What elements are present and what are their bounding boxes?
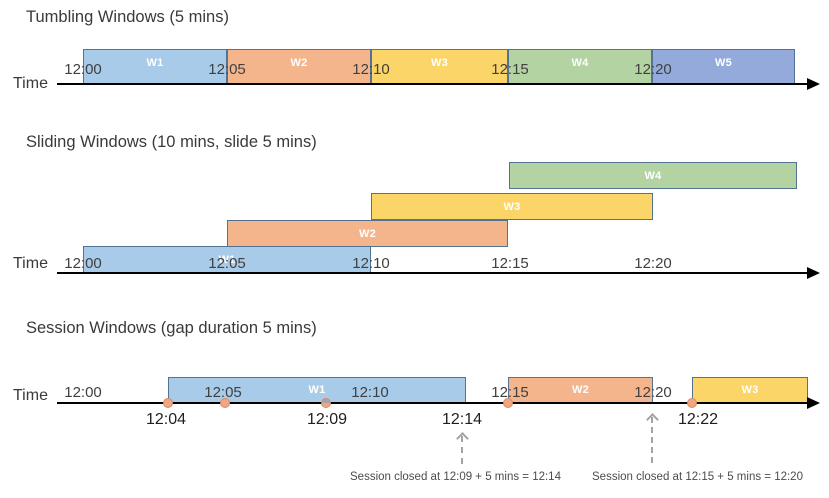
window-w5-tumbling: W5 <box>652 49 795 84</box>
window-w4-tumbling: W4 <box>508 49 652 84</box>
section-title-session: Session Windows (gap duration 5 mins) <box>26 319 317 337</box>
window-w1-session: W1 <box>168 377 466 403</box>
window-w1-tumbling: W1 <box>83 49 227 84</box>
axis-tick-label: 12:05 <box>208 61 246 78</box>
section-title-sliding: Sliding Windows (10 mins, slide 5 mins) <box>26 133 317 151</box>
window-label: W2 <box>358 227 377 240</box>
window-w4-sliding: W4 <box>509 162 797 189</box>
dashed-up-arrow-icon <box>456 432 469 464</box>
window-label: W1 <box>218 253 236 266</box>
event-time-label: 12:04 <box>145 411 187 428</box>
event-time-label: 12:22 <box>677 411 719 428</box>
window-w2-sliding: W2 <box>227 220 508 247</box>
window-label: W1 <box>308 384 326 396</box>
event-time-label: 12:09 <box>306 411 348 428</box>
axis-tick-label: 12:00 <box>64 61 102 78</box>
axis-tick-label: 12:10 <box>352 255 390 272</box>
window-w2-tumbling: W2 <box>227 49 371 84</box>
section-title-tumbling: Tumbling Windows (5 mins) <box>26 8 229 26</box>
axis-tick-label: 12:10 <box>351 384 389 401</box>
chevron-up-icon <box>646 413 659 426</box>
axis-tick-label: 12:15 <box>491 61 529 78</box>
axis-tick-label: 12:20 <box>634 384 672 401</box>
arrow-right-icon <box>807 267 820 279</box>
time-axis-label-tumbling: Time <box>13 75 48 92</box>
window-w3-session: W3 <box>692 377 808 403</box>
event-dot <box>503 398 513 408</box>
time-axis-label-session: Time <box>13 387 48 404</box>
arrow-right-icon <box>807 78 820 90</box>
axis-tick-label: 12:20 <box>634 61 672 78</box>
time-axis-sliding <box>57 267 820 279</box>
window-w3-tumbling: W3 <box>371 49 508 84</box>
axis-tick-label: 12:00 <box>64 384 102 401</box>
window-label: W3 <box>503 200 521 213</box>
window-label: W1 <box>146 57 164 69</box>
window-label: W2 <box>571 384 590 396</box>
event-dot <box>220 398 230 408</box>
axis-tick-label: 12:05 <box>204 384 242 401</box>
window-w1-sliding: W1 <box>83 246 371 273</box>
session-closed-annotation: Session closed at 12:09 + 5 mins = 12:14 <box>350 471 561 483</box>
time-axis-tumbling <box>57 78 820 90</box>
axis-tick-label: 12:15 <box>491 384 529 401</box>
event-dot <box>163 398 173 408</box>
axis-tick-label: 12:00 <box>64 255 102 272</box>
window-w2-session: W2 <box>508 377 653 403</box>
event-dot <box>687 398 697 408</box>
window-label: W3 <box>430 57 449 69</box>
session-closed-annotation: Session closed at 12:15 + 5 mins = 12:20 <box>592 471 803 483</box>
dashed-up-arrow-icon <box>646 413 659 463</box>
event-dot <box>321 398 331 408</box>
window-label: W3 <box>741 384 759 396</box>
axis-tick-label: 12:15 <box>491 255 529 272</box>
axis-tick-label: 12:20 <box>634 255 672 272</box>
window-label: W4 <box>644 169 662 182</box>
axis-tick-label: 12:05 <box>208 255 246 272</box>
event-time-label: 12:14 <box>441 411 483 428</box>
window-label: W2 <box>290 57 308 69</box>
chevron-up-icon <box>456 432 469 445</box>
arrow-right-icon <box>807 397 820 409</box>
time-axis-label-sliding: Time <box>13 255 48 272</box>
window-label: W4 <box>571 57 589 69</box>
axis-tick-label: 12:10 <box>352 61 390 78</box>
time-axis-session <box>57 397 820 409</box>
window-w3-sliding: W3 <box>371 193 653 220</box>
window-label: W5 <box>714 57 733 69</box>
